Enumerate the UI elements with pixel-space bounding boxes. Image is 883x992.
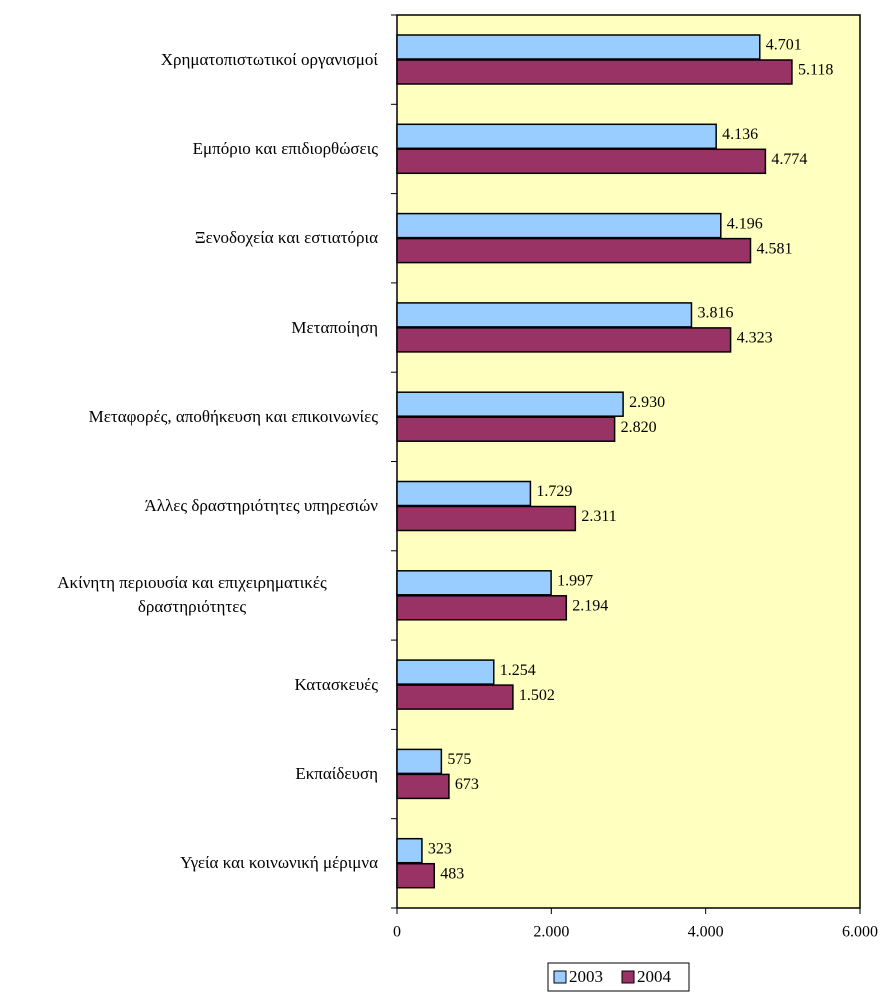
value-label: 4.136 xyxy=(722,126,758,143)
bar xyxy=(396,773,450,800)
category-text: Υγεία και κοινωνική μέριμνα xyxy=(180,853,378,873)
bar xyxy=(396,59,793,85)
value-label: 2.930 xyxy=(629,394,665,411)
value-label: 3.816 xyxy=(697,305,733,322)
legend-box xyxy=(547,962,690,992)
bar xyxy=(396,302,693,328)
value-label: 4.323 xyxy=(737,330,773,347)
value-label: 5.118 xyxy=(798,62,833,79)
x-tick-label: 2.000 xyxy=(533,924,569,941)
x-tick-label: 4.000 xyxy=(688,924,724,941)
value-label: 483 xyxy=(440,865,464,882)
value-label: 2.311 xyxy=(581,508,616,525)
value-label: 575 xyxy=(447,751,471,768)
category-label: Ξενοδοχεία και εστιατόρια xyxy=(0,226,378,250)
category-label: Άλλες δραστηριότητες υπηρεσιών xyxy=(0,494,378,518)
category-text: Άλλες δραστηριότητες υπηρεσιών xyxy=(144,496,378,516)
category-label: Εκπαίδευση xyxy=(0,762,378,786)
value-label: 4.701 xyxy=(766,37,802,54)
legend-label: 2003 xyxy=(569,967,603,986)
bar xyxy=(396,416,616,442)
value-label: 673 xyxy=(455,776,479,793)
bar xyxy=(396,34,761,60)
bar xyxy=(396,862,436,889)
bar xyxy=(396,505,577,532)
category-label: Ακίνητη περιουσία και επιχειρηματικές δρ… xyxy=(0,571,378,619)
legend-label: 2004 xyxy=(637,967,672,986)
bar xyxy=(396,659,495,685)
bar xyxy=(396,148,767,175)
category-label: Κατασκευές xyxy=(0,673,378,697)
x-tick-label: 0 xyxy=(393,924,401,941)
value-label: 2.194 xyxy=(572,597,608,614)
bar xyxy=(396,327,732,353)
bar xyxy=(396,123,717,150)
category-text: Κατασκευές xyxy=(294,674,378,694)
category-text: Μεταφορές, αποθήκευση και επικοινωνίες xyxy=(88,406,378,426)
bar xyxy=(396,748,443,775)
value-label: 2.820 xyxy=(621,419,657,436)
category-label: Εμπόριο και επιδιορθώσεις xyxy=(0,137,378,161)
value-label: 4.196 xyxy=(727,215,763,232)
value-label: 4.774 xyxy=(771,151,807,168)
value-label: 1.997 xyxy=(557,572,593,589)
bar xyxy=(396,212,722,239)
bar xyxy=(396,391,624,417)
category-label: Μεταφορές, αποθήκευση και επικοινωνίες xyxy=(0,405,378,429)
category-text: Χρηματοπιστωτικοί οργανισμοί xyxy=(160,49,378,69)
bar xyxy=(396,237,752,264)
category-label: Χρηματοπιστωτικοί οργανισμοί xyxy=(0,48,378,72)
value-label: 4.581 xyxy=(757,240,793,257)
category-text: Εκπαίδευση xyxy=(295,764,378,784)
category-text: Μεταποίηση xyxy=(291,317,378,337)
x-tick-label: 6.000 xyxy=(842,924,878,941)
legend-swatch xyxy=(553,970,567,984)
value-label: 1.254 xyxy=(500,662,536,679)
bar xyxy=(396,837,423,864)
value-label: 1.502 xyxy=(519,687,555,704)
category-text: Ξενοδοχεία και εστιατόρια xyxy=(194,228,378,248)
bar xyxy=(396,570,552,596)
category-text: Ακίνητη περιουσία και επιχειρηματικές δρ… xyxy=(57,573,327,617)
value-label: 1.729 xyxy=(536,483,572,500)
category-label: Υγεία και κοινωνική μέριμνα xyxy=(0,851,378,875)
value-label: 323 xyxy=(428,840,452,857)
bar xyxy=(396,480,532,507)
legend-swatch xyxy=(621,970,635,984)
category-text: Εμπόριο και επιδιορθώσεις xyxy=(192,138,378,158)
category-label: Μεταποίηση xyxy=(0,316,378,340)
bar xyxy=(396,684,514,710)
bar xyxy=(396,595,568,621)
